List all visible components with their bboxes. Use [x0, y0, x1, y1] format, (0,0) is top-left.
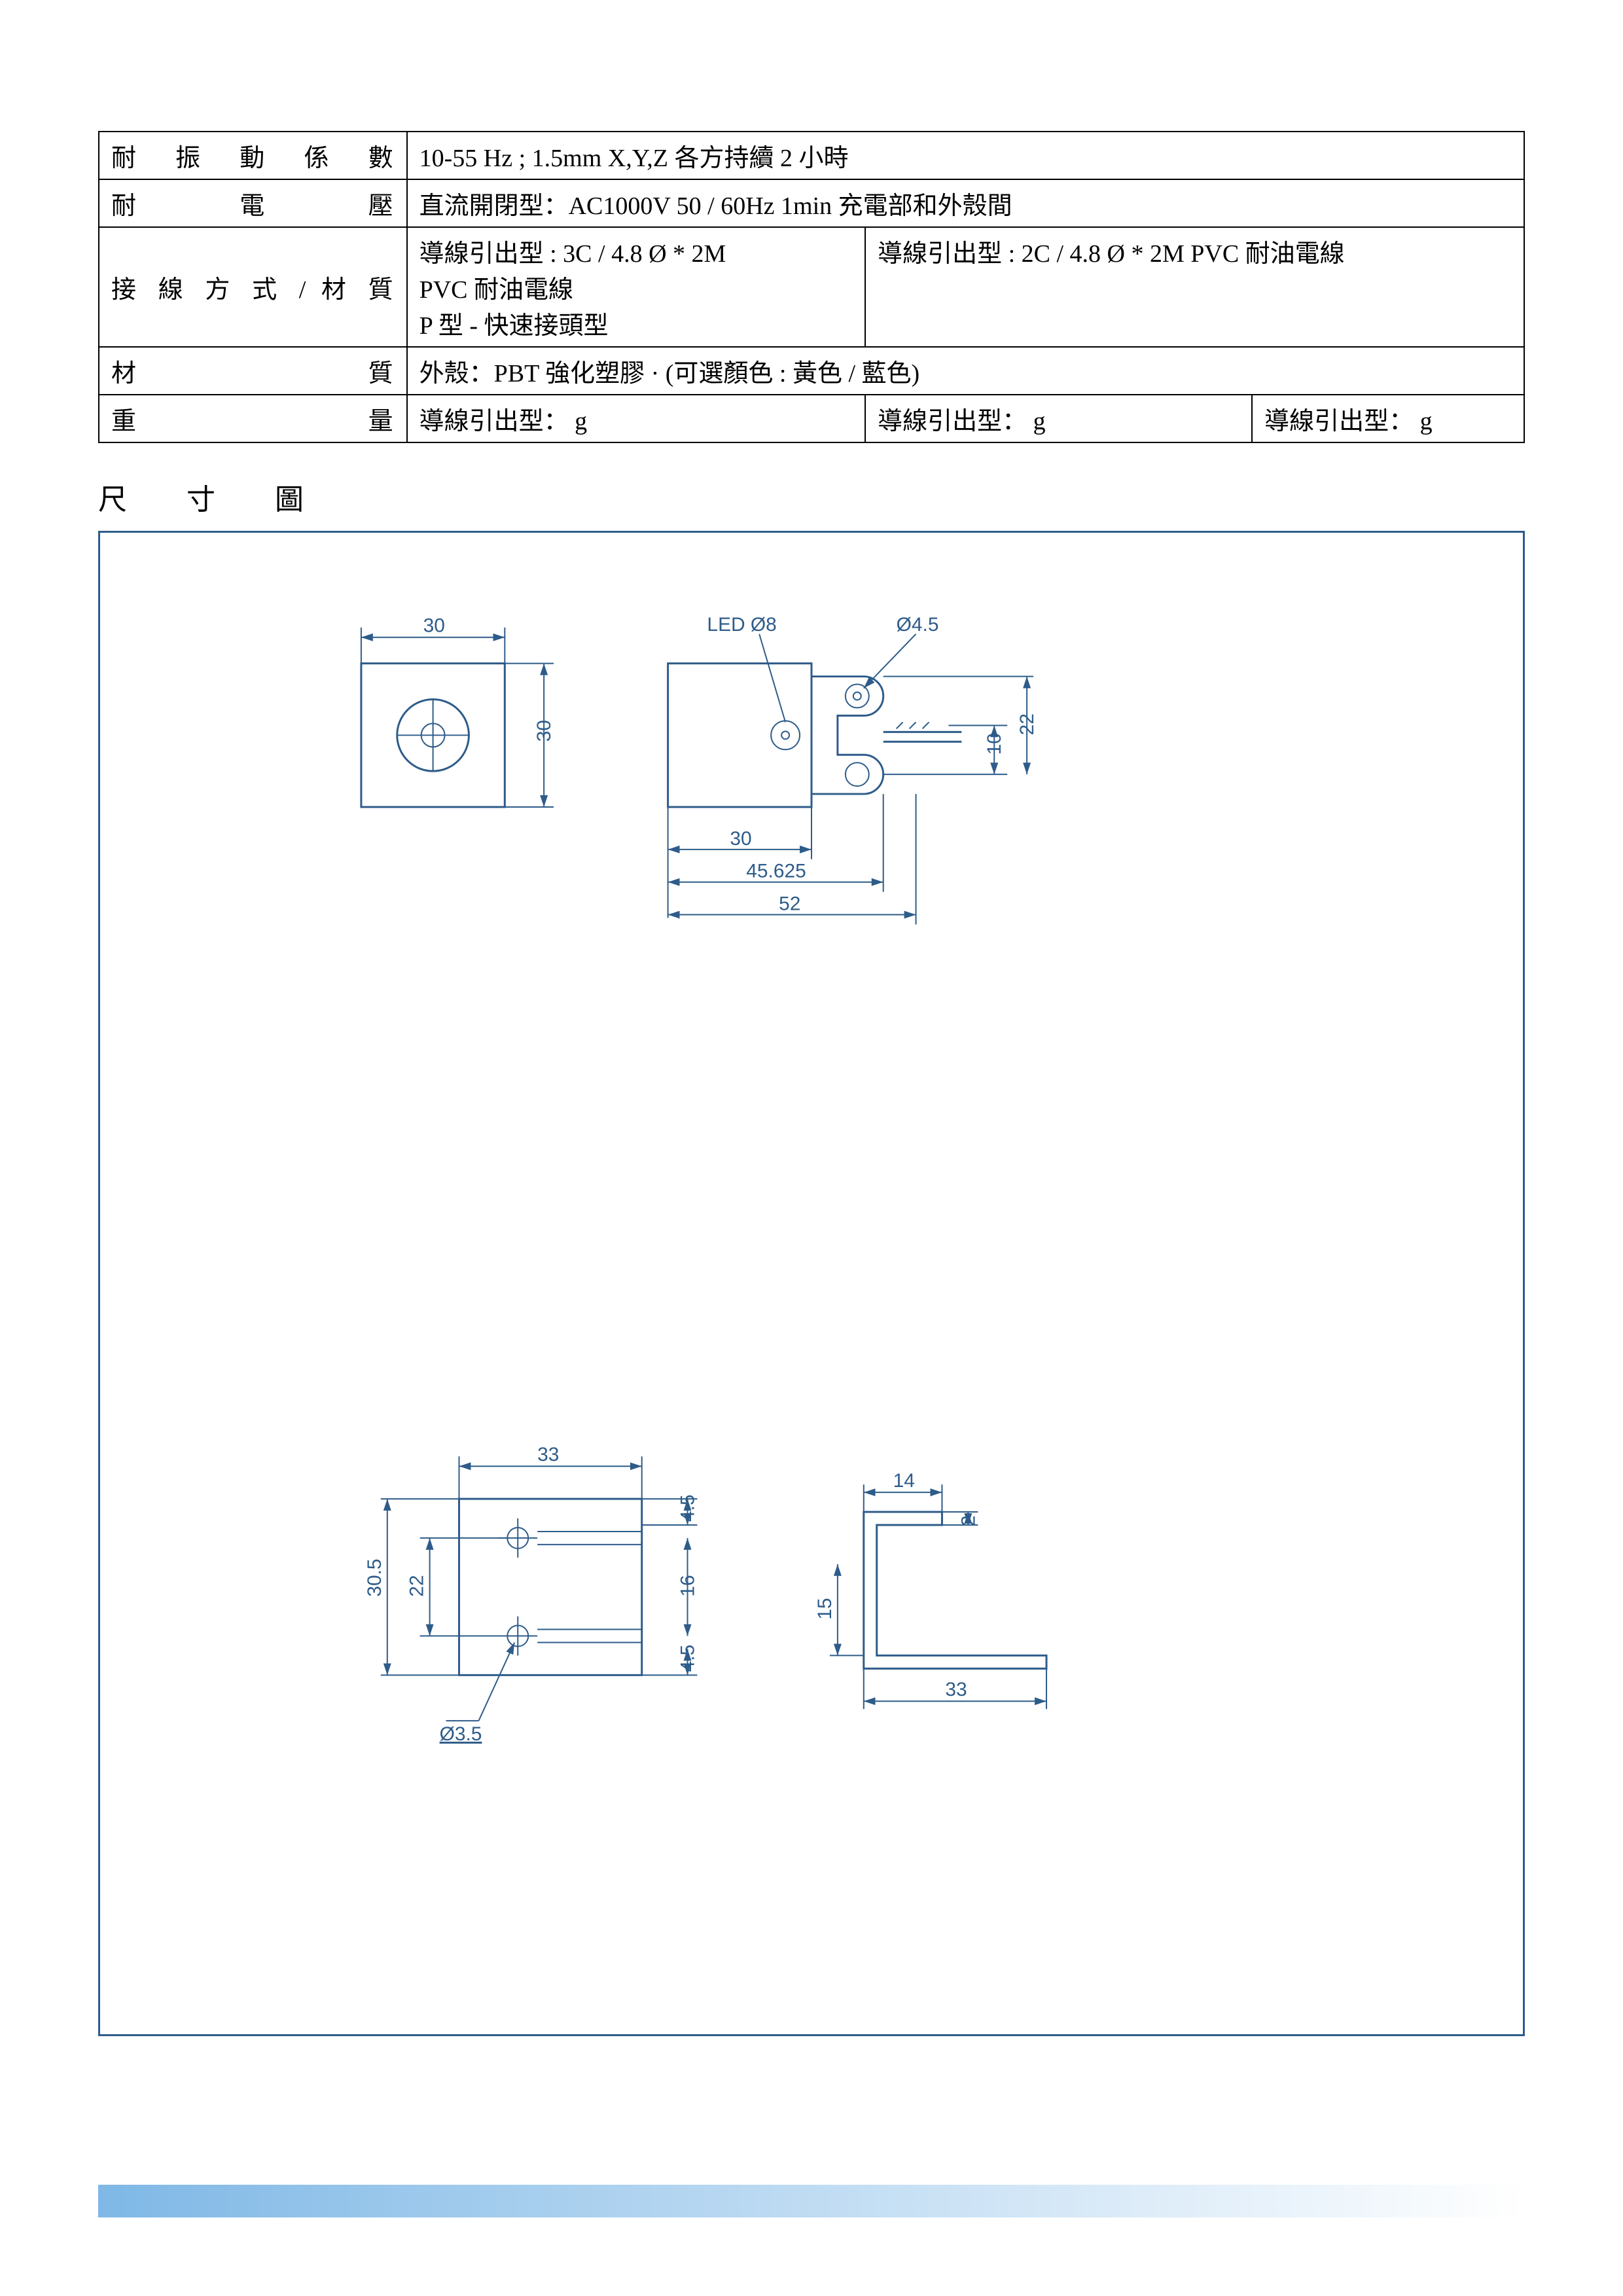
row-label: 接 線 方 式 / 材 質 [99, 227, 407, 347]
drawing-top-right: LED Ø8 Ø4.5 [668, 614, 1038, 925]
dim-label: 4.5 [677, 1645, 698, 1672]
drawing-top-left: 30 30 [361, 615, 555, 807]
dim-label: 16 [677, 1575, 698, 1596]
dim-label: Ø4.5 [897, 614, 939, 636]
dim-label: 30 [423, 615, 445, 637]
table-row: 材 質 外殼：PBT 強化塑膠 · (可選顏色 : 黃色 / 藍色) [99, 347, 1524, 395]
dim-label: 22 [1016, 713, 1038, 735]
dim-label: 30 [730, 828, 751, 850]
dim-label: 45.625 [746, 861, 806, 882]
dim-label: 10 [984, 733, 1005, 755]
row-label: 材 質 [99, 347, 407, 395]
row-value: 導線引出型 : 2C / 4.8 Ø * 2M PVC 耐油電線 [865, 227, 1524, 347]
row-value: 導線引出型： g [1252, 395, 1524, 442]
dim-label: 15 [814, 1598, 836, 1619]
drawing-bottom-right: 14 15 2 33 [814, 1470, 1046, 1709]
dimension-drawing-frame: 30 30 LED Ø8 Ø4.5 [98, 531, 1525, 2036]
table-row: 耐 電 壓 直流開閉型：AC1000V 50 / 60Hz 1min 充電部和外… [99, 179, 1524, 227]
table-row: 耐 振 動 係 數 10-55 Hz ; 1.5mm X,Y,Z 各方持續 2 … [99, 132, 1524, 179]
dim-label: 33 [945, 1679, 967, 1700]
dim-label: 30.5 [364, 1558, 385, 1596]
cell-line: 導線引出型 : 3C / 4.8 Ø * 2M [419, 233, 853, 269]
dim-label: 4.5 [677, 1494, 698, 1522]
row-value: 外殼：PBT 強化塑膠 · (可選顏色 : 黃色 / 藍色) [407, 347, 1524, 395]
row-label: 耐 電 壓 [99, 179, 407, 227]
dim-label: 22 [406, 1575, 428, 1596]
section-title: 尺 寸 圖 [98, 476, 1525, 518]
dim-label: 14 [893, 1470, 915, 1492]
row-value: 10-55 Hz ; 1.5mm X,Y,Z 各方持續 2 小時 [407, 132, 1524, 179]
dim-label: 33 [537, 1444, 559, 1465]
row-value: 導線引出型 : 3C / 4.8 Ø * 2M PVC 耐油電線 P 型 - 快… [407, 227, 865, 347]
table-row: 重 量 導線引出型： g 導線引出型： g 導線引出型： g [99, 395, 1524, 442]
row-label: 耐 振 動 係 數 [99, 132, 407, 179]
row-label: 重 量 [99, 395, 407, 442]
dim-label: 52 [779, 893, 800, 915]
cell-line: PVC 耐油電線 [419, 269, 853, 305]
row-value: 導線引出型： g [407, 395, 865, 442]
row-value: 直流開閉型：AC1000V 50 / 60Hz 1min 充電部和外殼間 [407, 179, 1524, 227]
cell-line: P 型 - 快速接頭型 [419, 305, 853, 341]
footer-bar [98, 2185, 1525, 2217]
dim-label: 30 [533, 720, 555, 742]
led-label: LED Ø8 [707, 614, 776, 636]
row-value: 導線引出型： g [865, 395, 1252, 442]
dim-label: Ø3.5 [440, 1723, 482, 1745]
drawing-bottom-left: 33 30.5 22 4.5 16 [364, 1444, 699, 1745]
table-row: 接 線 方 式 / 材 質 導線引出型 : 3C / 4.8 Ø * 2M PV… [99, 227, 1524, 347]
dim-label: 2 [957, 1515, 979, 1526]
spec-table: 耐 振 動 係 數 10-55 Hz ; 1.5mm X,Y,Z 各方持續 2 … [98, 131, 1525, 443]
dimension-drawing: 30 30 LED Ø8 Ø4.5 [100, 533, 1523, 2034]
